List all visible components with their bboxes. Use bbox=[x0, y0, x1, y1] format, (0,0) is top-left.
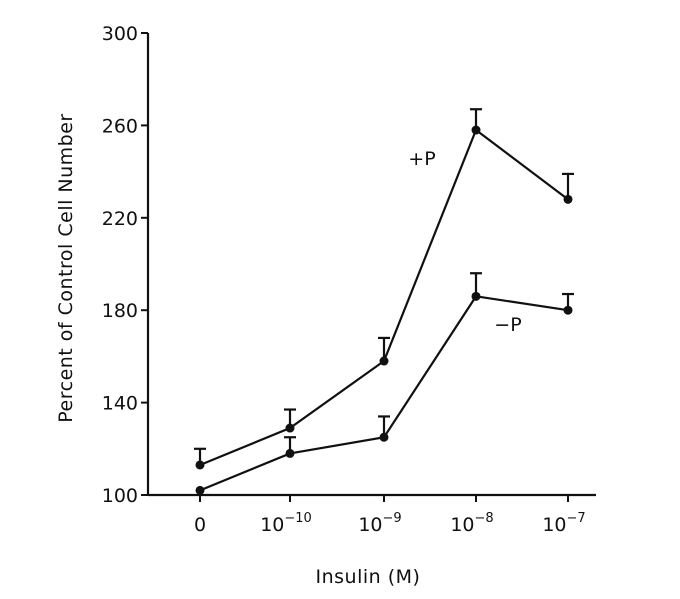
series-line bbox=[199, 128, 569, 466]
data-point bbox=[195, 485, 205, 495]
data-point bbox=[379, 356, 389, 366]
data-point bbox=[471, 291, 481, 301]
y-tick-label: 260 bbox=[102, 115, 138, 137]
data-point bbox=[285, 448, 295, 458]
series-plus-p: +P bbox=[194, 108, 574, 470]
x-tick-label: 10−7 bbox=[542, 511, 585, 536]
series-minus-p: −P bbox=[195, 272, 574, 495]
series-label: +P bbox=[408, 148, 435, 170]
data-point bbox=[285, 423, 295, 433]
x-tick-label: 10−9 bbox=[358, 511, 401, 536]
chart-axes bbox=[146, 33, 596, 497]
data-point bbox=[195, 460, 205, 470]
y-tick-label: 100 bbox=[102, 485, 138, 507]
data-point bbox=[379, 432, 389, 442]
x-ticks: 0 10−10 10−9 10−8 10−7 bbox=[194, 495, 586, 536]
y-axis-title: Percent of Control Cell Number bbox=[55, 113, 77, 422]
y-ticks: 100 140 180 220 260 300 bbox=[102, 23, 148, 507]
y-tick-label: 140 bbox=[102, 393, 138, 415]
x-axis-title: Insulin (M) bbox=[316, 566, 421, 588]
y-tick-label: 300 bbox=[102, 23, 138, 45]
y-tick-label: 180 bbox=[102, 300, 138, 322]
series-layer: +P −P bbox=[194, 108, 574, 495]
y-tick-label: 220 bbox=[102, 208, 138, 230]
data-point bbox=[471, 125, 481, 135]
x-tick-label: 10−10 bbox=[260, 511, 312, 536]
data-point bbox=[563, 305, 573, 315]
series-label: −P bbox=[494, 314, 521, 336]
x-tick-label: 0 bbox=[194, 514, 206, 536]
x-tick-label: 10−8 bbox=[450, 511, 493, 536]
data-point bbox=[563, 194, 573, 204]
